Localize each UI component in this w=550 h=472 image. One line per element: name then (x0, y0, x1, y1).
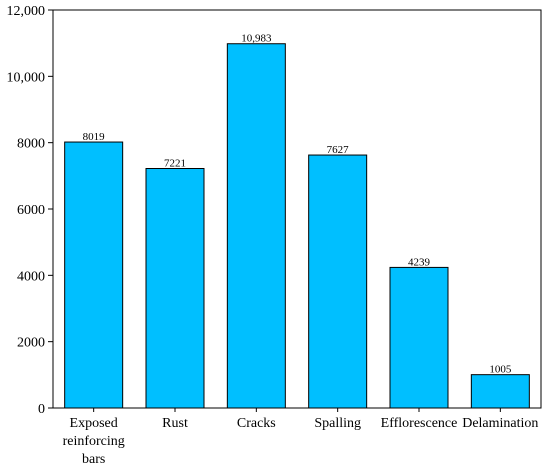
x-category-label: Cracks (237, 416, 276, 431)
bar (470, 374, 530, 409)
y-tick-label: 6000 (17, 203, 45, 218)
y-axis: 0 2000 4000 6000 8000 10,000 12,000 (7, 4, 53, 417)
y-tick-label: 2000 (17, 336, 45, 351)
bar (64, 141, 124, 409)
data-label: 10,983 (241, 33, 272, 45)
data-label: 7221 (164, 158, 186, 170)
x-category-label: Exposed (70, 416, 118, 431)
y-tick-label: 4000 (17, 269, 45, 284)
x-category-label: Spalling (314, 416, 361, 431)
x-category-label: bars (82, 452, 105, 467)
x-category-label: Efflorescence (381, 416, 458, 431)
x-category-label: Rust (162, 416, 188, 431)
x-category-label: Delamination (462, 416, 538, 431)
data-label: 4239 (408, 256, 431, 268)
y-tick-label: 8000 (17, 137, 45, 152)
y-tick-label: 12,000 (7, 4, 46, 19)
bar (145, 168, 205, 409)
bars-group (64, 43, 530, 409)
y-tick-label: 10,000 (7, 70, 46, 85)
data-label: 1005 (489, 364, 512, 376)
bar (226, 43, 286, 409)
plot-border (52, 9, 542, 409)
x-category-label: reinforcing (63, 434, 125, 449)
bar (308, 154, 368, 409)
x-axis: Exposed reinforcing bars Rust Cracks Spalling… (63, 408, 538, 467)
data-label: 7627 (327, 144, 350, 156)
bar (389, 266, 449, 409)
plot-frame (52, 9, 542, 409)
data-label: 8019 (83, 131, 106, 143)
y-tick-label: 0 (38, 402, 45, 417)
data-labels-group: 8019 7221 10,983 7627 4239 1005 (83, 33, 512, 376)
